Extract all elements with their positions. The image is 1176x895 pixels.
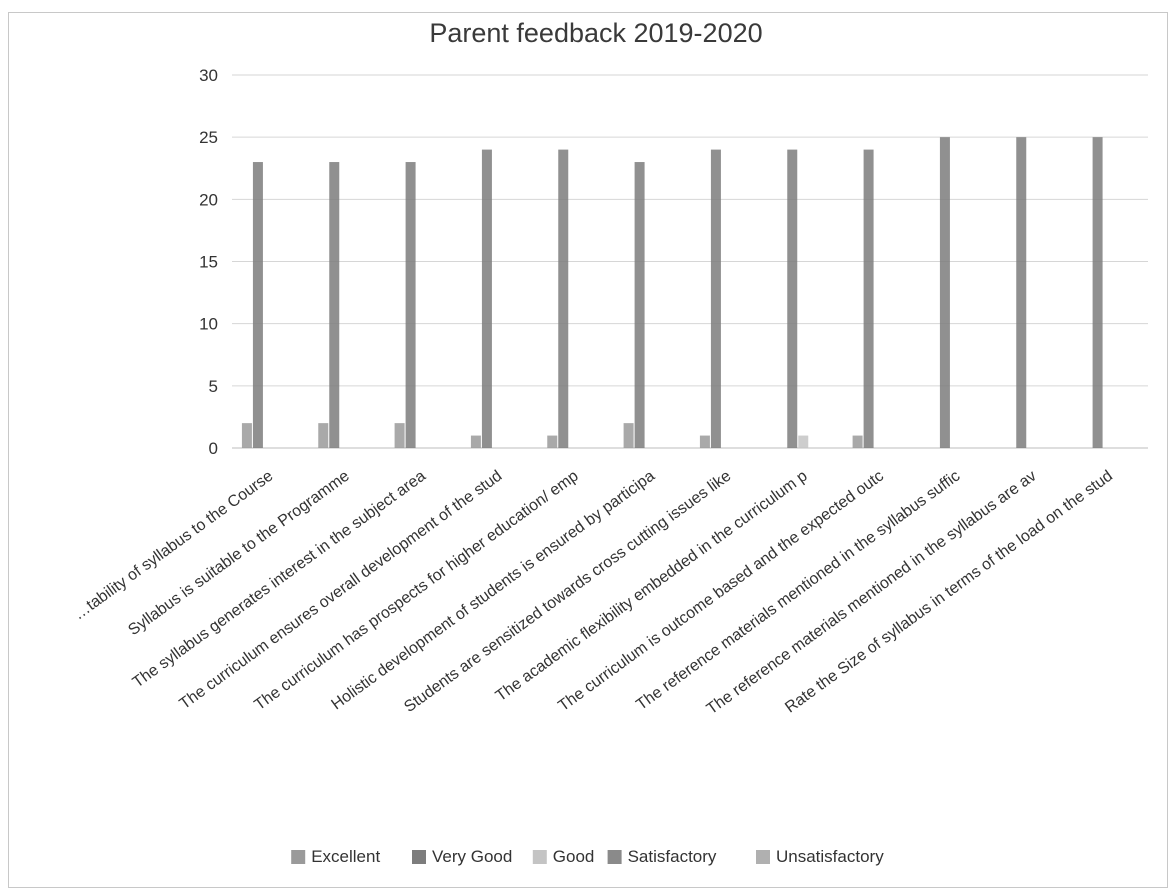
y-tick-label: 25 (199, 128, 218, 147)
bar-excellent (394, 423, 405, 448)
bar-very-good (710, 149, 721, 448)
y-tick-label: 15 (199, 253, 218, 272)
y-tick-label: 30 (199, 66, 218, 85)
bar-very-good (787, 149, 798, 448)
bar-very-good (1092, 137, 1103, 448)
legend-label-excellent: Excellent (311, 847, 380, 866)
legend-swatch-good (532, 850, 547, 864)
bar-excellent (852, 435, 863, 448)
chart-border (8, 12, 1168, 888)
legend-swatch-unsatisfactory (756, 850, 770, 864)
bar-very-good (558, 149, 569, 448)
y-tick-label: 0 (209, 439, 218, 458)
y-axis-ticks: 0 5 10 15 20 25 30 (199, 66, 218, 458)
gridlines (232, 74, 1148, 449)
bar-very-good (1016, 137, 1027, 448)
y-tick-label: 5 (209, 377, 218, 396)
bar-very-good (481, 149, 492, 448)
x-axis-categories: …tability of syllabus to the CourseSylla… (71, 467, 1116, 718)
chart-title: Parent feedback 2019-2020 (429, 18, 762, 48)
bar-very-good (863, 149, 874, 448)
legend-label-very-good: Very Good (432, 847, 512, 866)
bars (241, 137, 1103, 449)
bar-very-good (634, 162, 645, 449)
bar-excellent (241, 423, 252, 448)
bar-excellent (318, 423, 329, 448)
y-tick-label: 10 (199, 315, 218, 334)
legend-swatch-very-good (412, 850, 426, 864)
bar-very-good (329, 162, 340, 449)
legend-label-satisfactory: Satisfactory (628, 847, 717, 866)
bar-excellent (470, 435, 481, 448)
y-tick-label: 20 (199, 190, 218, 209)
legend-label-good: Good (553, 847, 595, 866)
legend: Excellent Very Good Good Satisfactory Unsati… (291, 847, 884, 866)
bar-excellent (699, 435, 710, 448)
legend-swatch-satisfactory (607, 850, 622, 864)
bar-very-good (939, 137, 950, 448)
bar-excellent (623, 423, 634, 448)
legend-label-unsatisfactory: Unsatisfactory (776, 847, 884, 866)
x-category-label: The syllabus generates interest in the s… (130, 467, 429, 691)
bar-very-good (252, 162, 263, 449)
bar-excellent (547, 435, 558, 448)
bar-very-good (405, 162, 416, 449)
bar-good (798, 435, 809, 448)
legend-swatch-excellent (291, 850, 306, 864)
